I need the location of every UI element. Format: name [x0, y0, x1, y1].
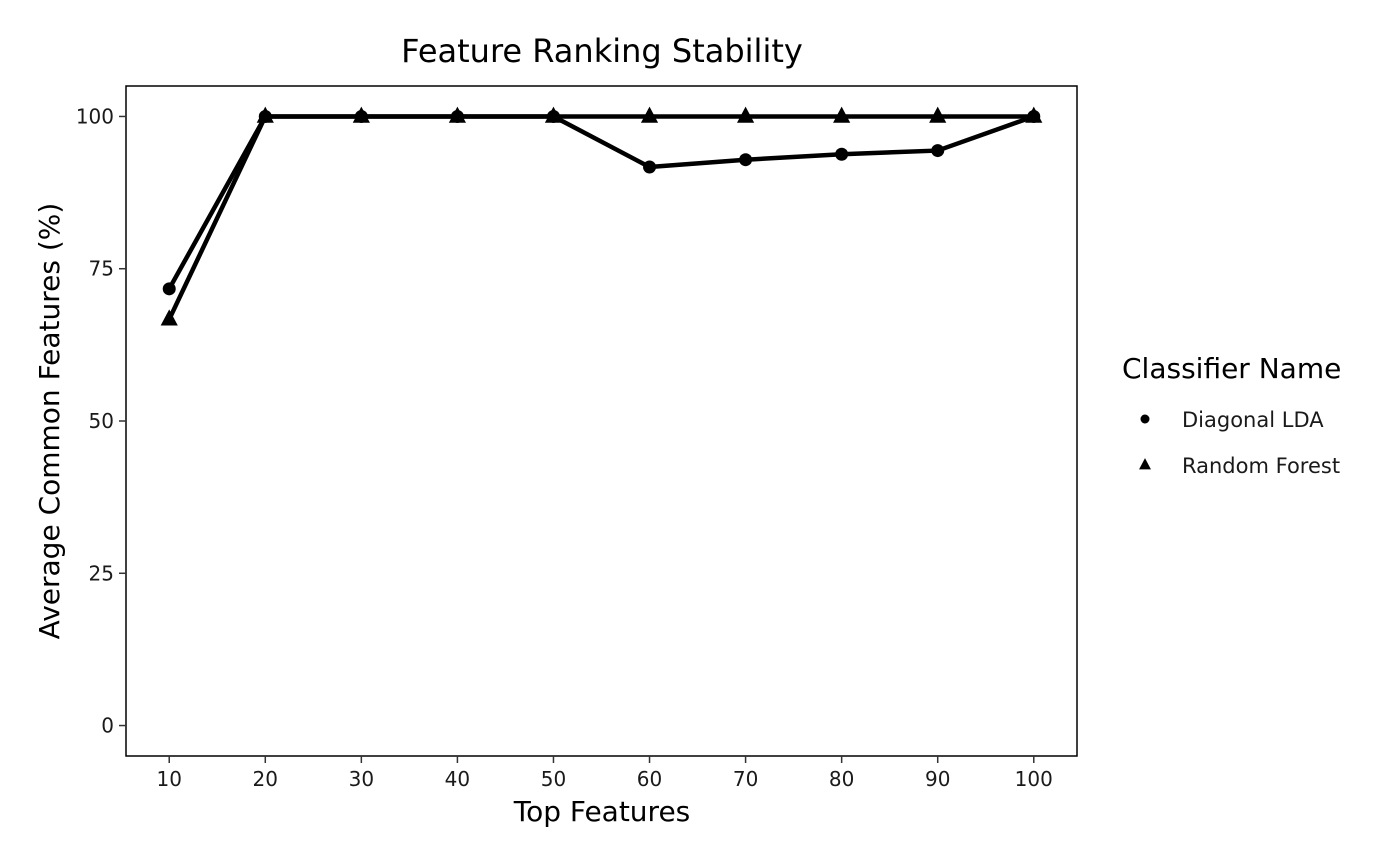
legend-title: Classifier Name: [1122, 352, 1341, 385]
x-tick-label: 20: [253, 767, 278, 791]
plot-panel: [125, 85, 1078, 757]
x-axis-title: Top Features: [513, 795, 691, 828]
data-point-random-forest: [256, 106, 274, 123]
data-point-diagonal-lda: [739, 153, 753, 167]
y-axis: 0 25 50 75 100: [76, 104, 126, 738]
x-tick-label: 80: [829, 767, 854, 791]
y-axis-title: Average Common Features (%): [33, 203, 66, 640]
chart-title: Feature Ranking Stability: [401, 32, 803, 70]
x-tick-label: 70: [733, 767, 758, 791]
data-point-random-forest: [160, 309, 178, 326]
x-tick-label: 10: [157, 767, 182, 791]
series-lines: [166, 114, 1037, 322]
y-tick-label: 100: [76, 104, 114, 128]
legend-label: Diagonal LDA: [1182, 408, 1324, 432]
x-tick-label: 60: [637, 767, 662, 791]
legend-item-diagonal-lda: Diagonal LDA: [1140, 408, 1324, 432]
data-point-random-forest: [833, 106, 851, 123]
legend-label: Random Forest: [1182, 454, 1340, 478]
x-tick-label: 90: [925, 767, 950, 791]
data-point-diagonal-lda: [162, 282, 176, 296]
data-point-diagonal-lda: [835, 147, 849, 161]
x-tick-label: 50: [541, 767, 566, 791]
x-axis: 10 20 30 40 50 60 70 80 90 100: [157, 756, 1053, 791]
series-line-random-forest: [166, 114, 1037, 322]
series-points: [160, 106, 1043, 326]
x-tick-label: 40: [445, 767, 470, 791]
data-point-random-forest: [448, 106, 466, 123]
data-point-random-forest: [352, 106, 370, 123]
x-tick-label: 100: [1015, 767, 1053, 791]
y-tick-label: 75: [89, 257, 114, 281]
data-point-random-forest: [1025, 106, 1043, 123]
legend: Classifier Name Diagonal LDA Random Fores…: [1122, 352, 1341, 478]
data-point-diagonal-lda: [643, 160, 657, 174]
data-point-diagonal-lda: [931, 144, 945, 158]
y-tick-label: 50: [89, 409, 114, 433]
data-point-random-forest: [929, 106, 947, 123]
data-point-random-forest: [640, 106, 659, 123]
data-point-random-forest: [737, 106, 755, 123]
legend-item-random-forest: Random Forest: [1139, 454, 1340, 478]
legend-key-diagonal-lda: [1140, 414, 1150, 424]
legend-key-random-forest: [1139, 458, 1151, 470]
y-tick-label: 25: [89, 561, 114, 585]
x-tick-label: 30: [349, 767, 374, 791]
y-tick-label: 0: [101, 714, 114, 738]
data-point-random-forest: [544, 106, 563, 123]
